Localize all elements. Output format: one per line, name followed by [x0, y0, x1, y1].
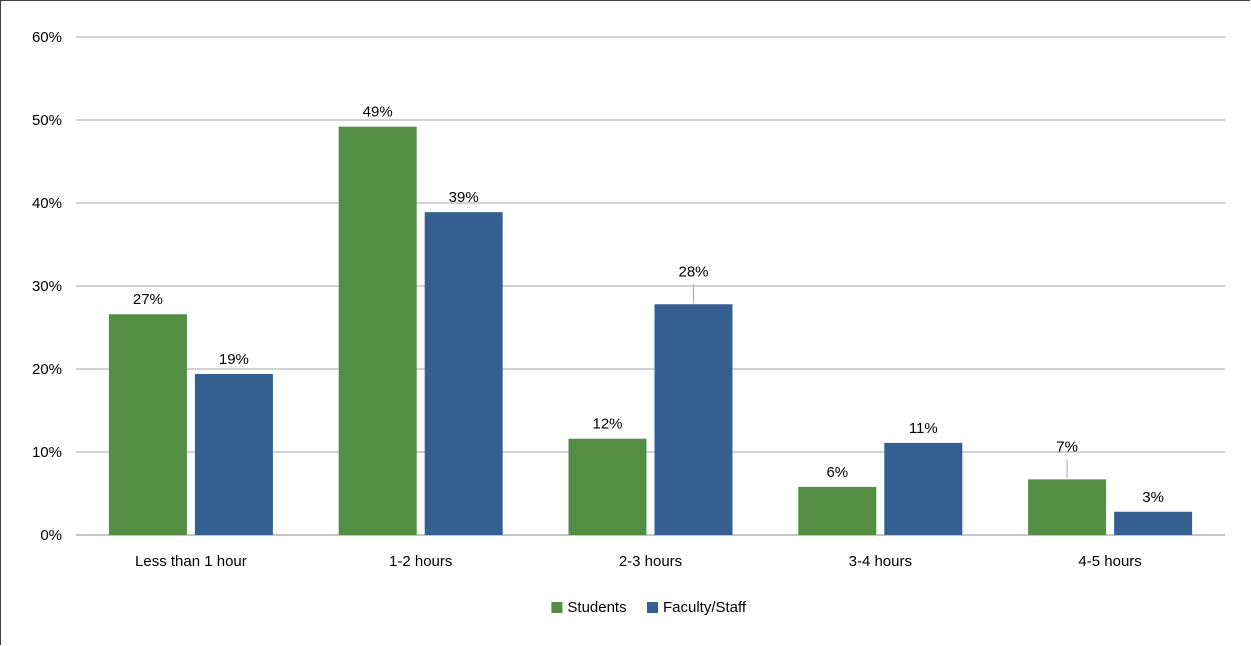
bar-faculty-staff [654, 304, 733, 535]
data-label: 12% [592, 416, 622, 433]
x-tick-label: 2-3 hours [619, 553, 682, 570]
data-label: 3% [1142, 489, 1164, 506]
bar-faculty-staff [884, 442, 963, 535]
data-label: 49% [363, 104, 393, 121]
bar-faculty-staff [1114, 511, 1193, 535]
leader-lines [693, 284, 1068, 479]
bar-faculty-staff [194, 373, 273, 535]
legend-swatch [647, 602, 658, 613]
y-tick-label: 40% [32, 195, 62, 212]
data-label: 19% [219, 351, 249, 368]
bar-faculty-staff [424, 212, 503, 535]
y-tick-label: 0% [40, 527, 62, 544]
data-label: 28% [678, 263, 708, 280]
x-tick-label: 4-5 hours [1078, 553, 1141, 570]
y-tick-label: 60% [32, 29, 62, 46]
x-tick-label: 1-2 hours [389, 553, 452, 570]
data-label: 39% [449, 189, 479, 206]
bar-students [1028, 479, 1107, 535]
data-label: 7% [1056, 438, 1078, 455]
bar-students [108, 314, 187, 535]
data-label: 27% [133, 291, 163, 308]
bar-students [568, 438, 647, 535]
y-tick-label: 50% [32, 112, 62, 129]
x-axis: Less than 1 hour 1-2 hours 2-3 hours 3-4 ho… [135, 553, 1142, 570]
legend: Students Faculty/Staff [551, 599, 747, 616]
bars [108, 126, 1193, 535]
bar-students [338, 126, 417, 535]
data-label: 11% [909, 420, 938, 437]
legend-swatch [551, 602, 563, 613]
y-tick-label: 30% [32, 278, 62, 295]
y-axis: 0% 10% 20% 30% 40% 50% 60% [32, 29, 62, 544]
legend-label: Students [567, 599, 626, 616]
y-tick-label: 10% [32, 444, 62, 461]
bar-students [798, 486, 877, 535]
legend-label: Faculty/Staff [663, 599, 747, 616]
gridlines [76, 36, 1225, 536]
data-labels: 27% 19% 49% 39% 12% 28% 6% 11% 7% 3% [133, 104, 1164, 506]
x-tick-label: 3-4 hours [849, 553, 912, 570]
y-tick-label: 20% [32, 361, 62, 378]
x-tick-label: Less than 1 hour [135, 553, 247, 570]
data-label: 6% [826, 464, 848, 481]
